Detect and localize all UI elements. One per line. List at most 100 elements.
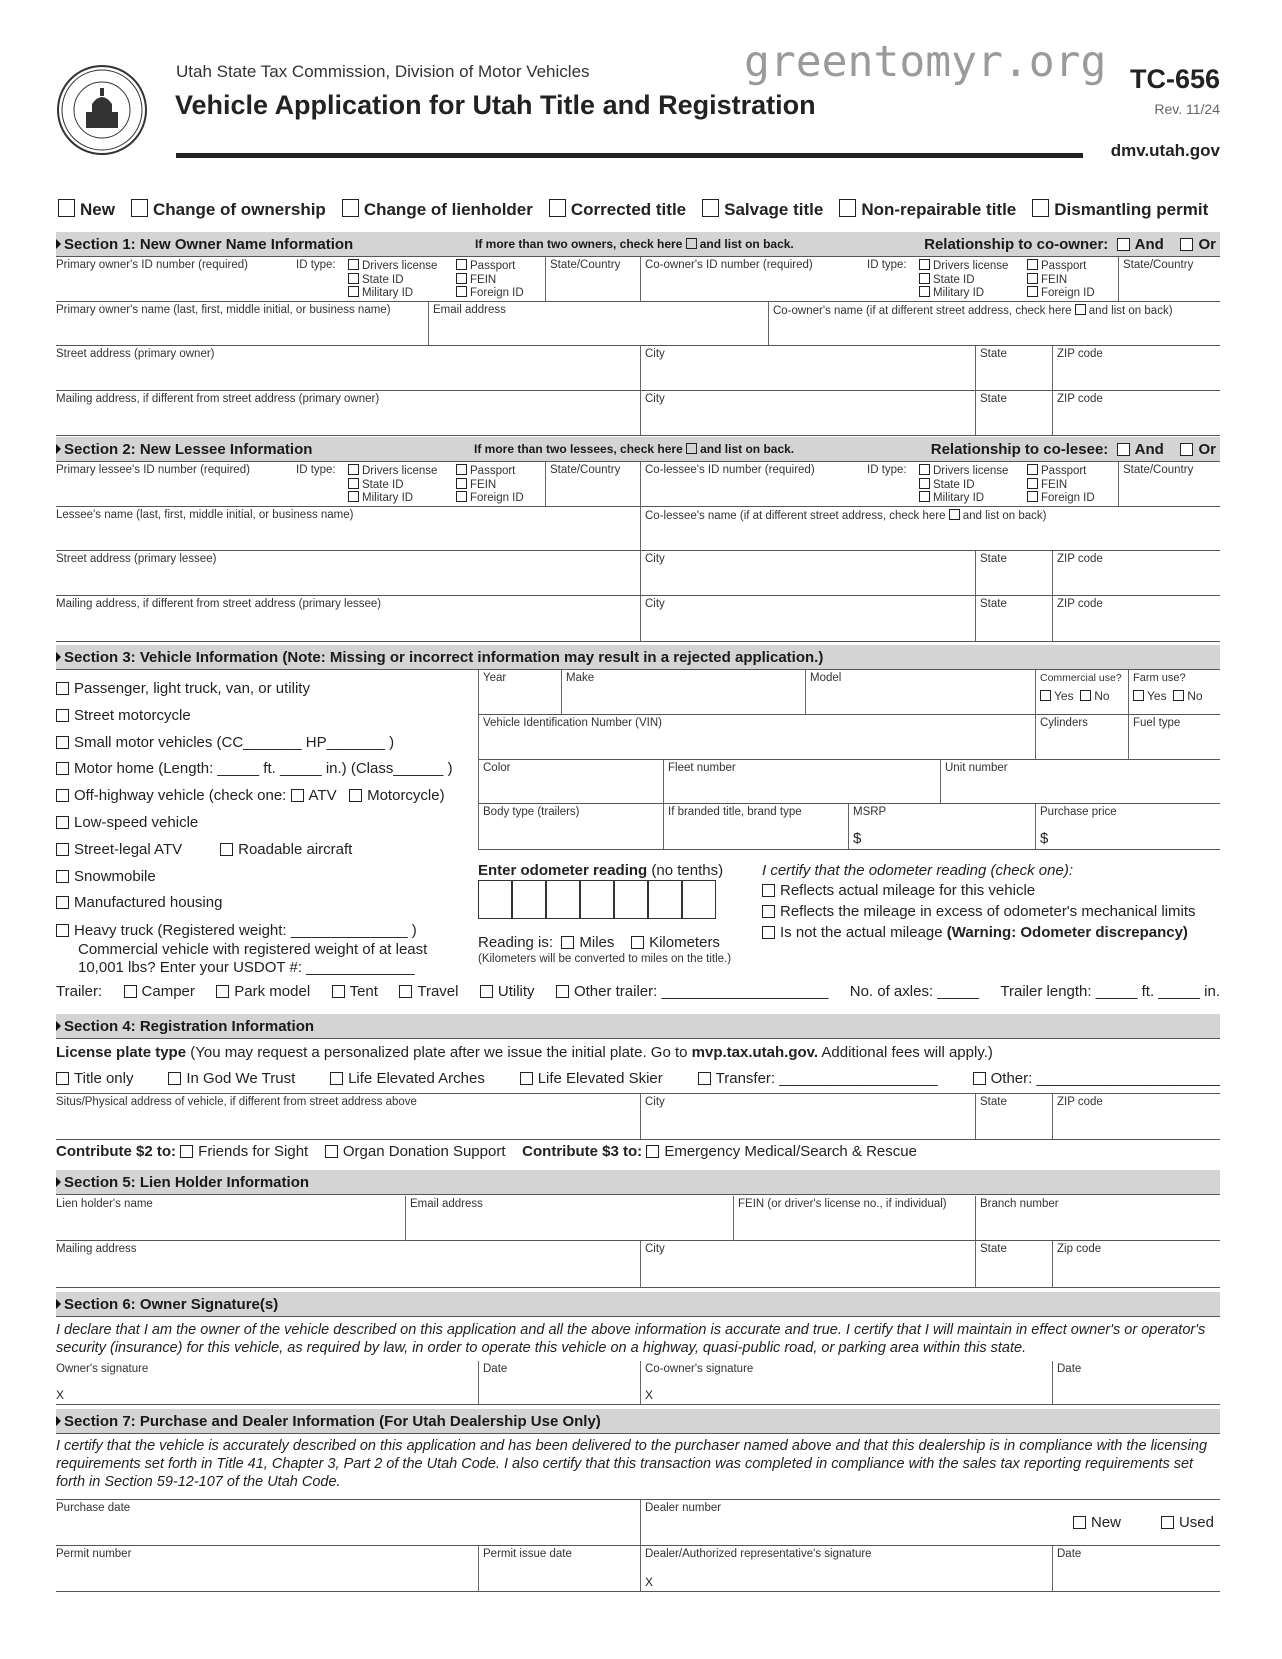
year-field[interactable]: Year xyxy=(478,670,561,715)
checkbox[interactable] xyxy=(348,272,359,284)
checkbox[interactable] xyxy=(456,259,467,270)
vehicle-type-low-speed[interactable]: Low-speed vehicle xyxy=(56,810,453,837)
branch-number-field[interactable]: Branch number xyxy=(975,1196,1220,1241)
cylinders-field[interactable]: Cylinders xyxy=(1035,715,1128,760)
owner-state-field[interactable]: State xyxy=(975,346,1052,391)
owner-email-field[interactable]: Email address xyxy=(428,302,768,346)
or-checkbox[interactable] xyxy=(1180,238,1194,251)
brand-type-field[interactable]: If branded title, brand type xyxy=(663,804,848,850)
checkbox[interactable] xyxy=(56,1072,69,1085)
odometer-excess-option[interactable]: Reflects the mileage in excess of odomet… xyxy=(762,901,1196,922)
primary-owner-name-field[interactable]: Primary owner's name (last, first, middl… xyxy=(56,302,428,346)
lien-holder-mailing-field[interactable]: Mailing address xyxy=(56,1241,640,1288)
checkbox[interactable] xyxy=(1133,690,1144,701)
plate-transfer[interactable]: Transfer: ___________________ xyxy=(697,1070,938,1087)
roadable-aircraft-checkbox[interactable] xyxy=(220,842,234,856)
trailer-travel[interactable]: Travel xyxy=(399,983,458,1000)
and-checkbox[interactable] xyxy=(1116,443,1130,456)
checkbox[interactable] xyxy=(168,1072,182,1085)
owner-signature-field[interactable]: Owner's signature X xyxy=(56,1361,478,1405)
trailer-park-model[interactable]: Park model xyxy=(216,983,310,1000)
co-owner-name-field[interactable]: Co-owner's name (if at different street … xyxy=(768,302,1220,346)
checkbox[interactable] xyxy=(56,682,69,695)
checkbox[interactable] xyxy=(348,491,359,502)
checkbox[interactable] xyxy=(1080,690,1092,701)
plate-in-god-we-trust[interactable]: In God We Trust xyxy=(168,1070,295,1087)
odometer-digit[interactable] xyxy=(614,880,648,919)
dealer-number-field[interactable]: Dealer number New Used xyxy=(640,1500,1220,1546)
kilometers-checkbox[interactable] xyxy=(631,936,645,949)
dealer-signature-field[interactable]: Dealer/Authorized representative's signa… xyxy=(640,1546,1052,1592)
situs-city-field[interactable]: City xyxy=(640,1094,975,1140)
checkbox[interactable] xyxy=(1027,477,1038,489)
purchase-price-field[interactable]: Purchase price $ xyxy=(1035,804,1220,850)
owner-mailing-zip-field[interactable]: ZIP code xyxy=(1052,391,1220,436)
lessee-state-field[interactable]: State xyxy=(975,551,1052,596)
vehicle-type-heavy-truck[interactable]: Heavy truck (Registered weight: ________… xyxy=(56,922,453,978)
transaction-corrected-title[interactable]: Corrected title xyxy=(548,199,686,220)
lessee-city-field[interactable]: City xyxy=(640,551,975,596)
co-owner-state-country-field[interactable]: State/Country xyxy=(1118,257,1220,302)
primary-owner-id-field[interactable]: Primary owner's ID number (required) ID … xyxy=(56,257,545,302)
lien-holder-email-field[interactable]: Email address xyxy=(405,1196,733,1241)
commercial-use-field[interactable]: Commercial use? Yes No xyxy=(1035,670,1128,715)
owner-state-country-field[interactable]: State/Country xyxy=(545,257,640,302)
lien-holder-city-field[interactable]: City xyxy=(640,1241,975,1288)
used-vehicle-checkbox[interactable] xyxy=(1160,1516,1174,1529)
unit-number-field[interactable]: Unit number xyxy=(940,760,1220,804)
checkbox[interactable] xyxy=(348,259,359,270)
lien-holder-fein-field[interactable]: FEIN (or driver's license no., if indivi… xyxy=(733,1196,975,1241)
odometer-digit[interactable] xyxy=(478,880,512,919)
checkbox[interactable] xyxy=(1032,199,1050,217)
checkbox[interactable] xyxy=(56,815,69,829)
checkbox[interactable] xyxy=(548,199,566,217)
checkbox[interactable] xyxy=(456,286,467,297)
checkbox[interactable] xyxy=(216,985,230,998)
co-owner-id-field[interactable]: Co-owner's ID number (required) ID type:… xyxy=(640,257,1118,302)
odometer-digit[interactable] xyxy=(580,880,614,919)
vehicle-type-snowmobile[interactable]: Snowmobile xyxy=(56,864,453,891)
make-field[interactable]: Make xyxy=(561,670,805,715)
vehicle-type-small-motor[interactable]: Small motor vehicles (CC_______ HP______… xyxy=(56,730,453,757)
color-field[interactable]: Color xyxy=(478,760,663,804)
number-of-axles[interactable]: No. of axles: _____ xyxy=(849,983,979,1000)
owner-zip-field[interactable]: ZIP code xyxy=(1052,346,1220,391)
co-lessee-state-country-field[interactable]: State/Country xyxy=(1118,462,1220,507)
situs-zip-field[interactable]: ZIP code xyxy=(1052,1094,1220,1140)
primary-lessee-id-field[interactable]: Primary lessee's ID number (required) ID… xyxy=(56,462,545,507)
permit-number-field[interactable]: Permit number xyxy=(56,1546,478,1592)
checkbox[interactable] xyxy=(56,869,69,883)
trailer-tent[interactable]: Tent xyxy=(331,983,378,1000)
owner-mailing-state-field[interactable]: State xyxy=(975,391,1052,436)
odometer-digit[interactable] xyxy=(682,880,716,919)
or-checkbox[interactable] xyxy=(1180,443,1194,456)
lessee-zip-field[interactable]: ZIP code xyxy=(1052,551,1220,596)
checkbox[interactable] xyxy=(123,985,137,998)
plate-title-only[interactable]: Title only xyxy=(56,1070,133,1087)
checkbox[interactable] xyxy=(456,272,467,284)
checkbox[interactable] xyxy=(456,477,467,489)
checkbox[interactable] xyxy=(1027,259,1038,270)
transaction-new[interactable]: New xyxy=(58,199,115,220)
checkbox[interactable] xyxy=(919,491,930,502)
plate-url-link[interactable]: mvp.tax.utah.gov. xyxy=(691,1044,819,1061)
checkbox[interactable] xyxy=(839,199,857,217)
miles-checkbox[interactable] xyxy=(561,936,575,949)
lessee-name-field[interactable]: Lessee's name (last, first, middle initi… xyxy=(56,507,640,551)
checkbox[interactable] xyxy=(1027,464,1038,475)
owner-mailing-city-field[interactable]: City xyxy=(640,391,975,436)
checkbox[interactable] xyxy=(919,464,930,475)
checkbox[interactable] xyxy=(919,259,930,270)
checkbox[interactable] xyxy=(56,708,69,722)
checkbox[interactable] xyxy=(56,735,69,749)
lien-holder-name-field[interactable]: Lien holder's name xyxy=(56,1196,405,1241)
checkbox[interactable] xyxy=(762,884,775,897)
checkbox[interactable] xyxy=(348,286,359,297)
checkbox[interactable] xyxy=(1027,286,1038,297)
checkbox[interactable] xyxy=(972,1072,986,1085)
checkbox[interactable] xyxy=(456,491,467,502)
odometer-digit[interactable] xyxy=(648,880,682,919)
checkbox[interactable] xyxy=(56,789,69,803)
msrp-field[interactable]: MSRP $ xyxy=(848,804,1035,850)
checkbox[interactable] xyxy=(58,199,75,217)
